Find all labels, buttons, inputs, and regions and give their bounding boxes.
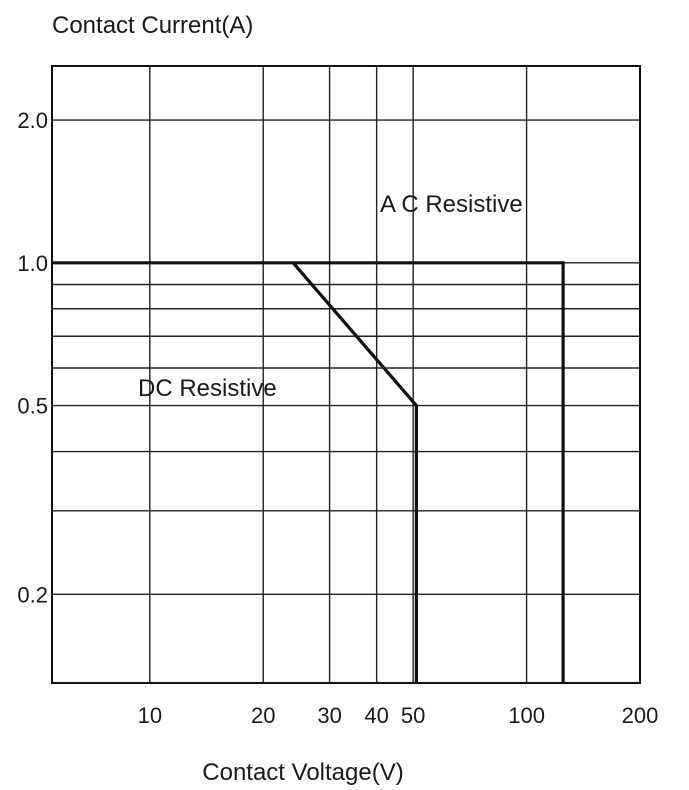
x-tick-label: 40 [364, 703, 388, 728]
dc-resistive-line [291, 261, 418, 683]
y-tick-label: 2.0 [17, 108, 48, 133]
x-tick-label: 50 [401, 703, 425, 728]
x-tick-label: 20 [251, 703, 275, 728]
y-tick-label: 1.0 [17, 251, 48, 276]
x-tick-label: 10 [138, 703, 162, 728]
x-tick-label: 100 [508, 703, 545, 728]
series-lines [52, 261, 565, 683]
ac-resistive-label: A C Resistive [380, 191, 523, 218]
y-tick-label: 0.5 [17, 394, 48, 419]
y-tick-label: 0.2 [17, 582, 48, 607]
tick-labels: 10 20 30 40 50 100 200 2.0 1.0 0.5 0.2 [17, 108, 658, 728]
grid [52, 66, 640, 683]
x-tick-label: 200 [622, 703, 659, 728]
y-axis-title: Contact Current(A) [52, 12, 253, 39]
x-tick-label: 30 [317, 703, 341, 728]
x-axis-title: Contact Voltage(V) [202, 759, 403, 786]
ac-resistive-line [52, 261, 565, 683]
dc-resistive-label: DC Resistive [138, 375, 277, 402]
plot-area [51, 65, 641, 684]
